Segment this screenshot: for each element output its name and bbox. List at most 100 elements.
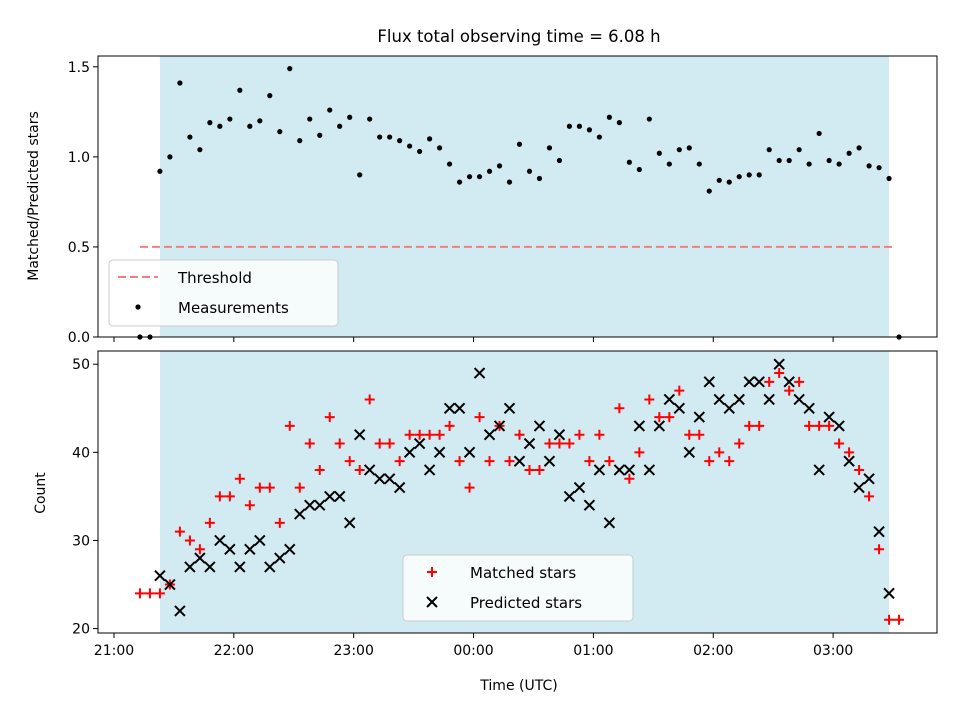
matched-point xyxy=(824,420,835,431)
matched-point xyxy=(724,456,735,467)
measurement-point xyxy=(706,188,712,194)
predicted-point xyxy=(443,402,456,414)
predicted-point xyxy=(683,446,696,459)
predicted-point xyxy=(164,578,176,591)
matched-point xyxy=(174,526,185,537)
matched-point xyxy=(344,456,355,467)
matched-point xyxy=(184,535,195,546)
measurement-point xyxy=(427,136,433,142)
measurement-point xyxy=(436,145,443,151)
measurement-point xyxy=(826,157,832,164)
measurement-point xyxy=(716,177,722,183)
predicted-point xyxy=(693,411,705,423)
predicted-point xyxy=(623,464,636,476)
measurement-point xyxy=(337,123,343,129)
matched-point xyxy=(674,385,685,396)
predicted-point xyxy=(463,446,476,459)
measurement-point xyxy=(576,123,583,129)
matched-point xyxy=(634,447,645,458)
matched-point xyxy=(444,420,455,431)
top-ylabel: Matched/Predicted stars xyxy=(26,111,42,281)
matched-point xyxy=(644,394,655,405)
measurement-point xyxy=(257,118,263,124)
predicted-point xyxy=(523,437,536,450)
measurement-point xyxy=(227,116,233,122)
measurement-point xyxy=(197,147,203,153)
predicted-point xyxy=(254,534,266,547)
measurement-point xyxy=(327,107,333,113)
measurement-point xyxy=(806,161,812,167)
y-tick-label: 40 xyxy=(72,445,90,461)
measurement-point xyxy=(886,175,892,182)
x-tick-label: 23:00 xyxy=(334,643,374,659)
predicted-point xyxy=(723,402,735,414)
legend-box xyxy=(108,259,339,327)
predicted-point xyxy=(733,393,745,406)
matched-point xyxy=(834,438,845,449)
matched-point xyxy=(584,456,595,467)
measurement-point xyxy=(556,157,563,164)
predicted-point xyxy=(813,464,825,476)
predicted-point xyxy=(324,490,336,503)
predicted-point xyxy=(234,561,246,573)
measurement-point xyxy=(606,114,612,120)
measurement-point xyxy=(187,134,193,140)
measurement-point xyxy=(446,161,453,167)
predicted-point xyxy=(873,525,885,538)
y-tick-label: 1.5 xyxy=(68,60,90,76)
matched-point xyxy=(624,473,635,484)
matched-point xyxy=(294,482,305,493)
measurement-point xyxy=(726,179,732,185)
predicted-point xyxy=(513,455,526,467)
matched-point xyxy=(654,412,665,423)
matched-point xyxy=(884,614,895,625)
axes-frame xyxy=(97,350,938,634)
matched-point xyxy=(504,456,515,467)
matched-point xyxy=(484,456,495,467)
matched-point xyxy=(154,588,165,599)
legend-matched-label: Matched stars xyxy=(470,564,576,582)
predicted-point xyxy=(154,570,166,582)
measurement-point xyxy=(407,143,413,149)
predicted-point xyxy=(543,455,556,467)
predicted-point xyxy=(363,464,376,476)
predicted-point xyxy=(274,552,286,564)
matched-point xyxy=(244,500,255,511)
matched-point xyxy=(874,544,885,555)
measurement-point xyxy=(586,127,593,133)
legend-measurement-label: Measurements xyxy=(178,299,289,317)
measurement-point xyxy=(686,145,692,151)
predicted-point xyxy=(343,517,356,529)
predicted-point xyxy=(204,561,216,573)
measurement-point xyxy=(516,141,523,147)
predicted-point xyxy=(853,481,865,494)
matched-point xyxy=(574,429,585,440)
predicted-point xyxy=(503,402,516,414)
matched-point xyxy=(284,420,295,431)
predicted-point xyxy=(423,464,436,476)
measurement-point xyxy=(287,66,293,72)
predicted-point xyxy=(533,420,546,432)
measurement-point xyxy=(397,138,403,144)
predicted-point xyxy=(603,517,616,529)
predicted-point xyxy=(194,552,206,564)
measurement-point xyxy=(277,129,283,135)
measurement-point xyxy=(307,116,313,122)
predicted-point xyxy=(743,376,755,388)
matched-point xyxy=(274,517,285,528)
measurement-point xyxy=(357,172,363,178)
predicted-point xyxy=(643,464,656,476)
predicted-point xyxy=(773,358,785,370)
matched-point xyxy=(534,464,545,475)
predicted-point xyxy=(184,561,196,573)
legend-predicted-label: Predicted stars xyxy=(470,594,582,612)
legend-box xyxy=(402,554,634,622)
measurement-point xyxy=(616,120,622,126)
measurement-point xyxy=(207,120,213,126)
predicted-point xyxy=(264,561,276,573)
matched-point xyxy=(714,447,725,458)
matched-point xyxy=(524,464,535,475)
y-tick-label: 50 xyxy=(72,357,90,373)
matched-point xyxy=(314,464,325,475)
